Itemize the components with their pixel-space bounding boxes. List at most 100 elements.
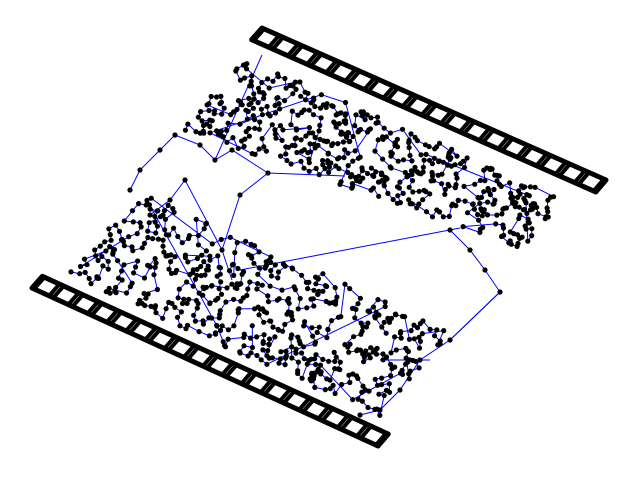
- graph-node: [380, 156, 386, 162]
- graph-node: [134, 231, 140, 237]
- graph-node: [172, 254, 178, 260]
- graph-node: [248, 335, 254, 341]
- graph-node: [194, 255, 200, 262]
- top-strip-cell: [250, 26, 283, 50]
- graph-node: [272, 131, 278, 137]
- graph-node: [272, 334, 278, 340]
- graph-node: [421, 157, 427, 163]
- graph-node: [460, 224, 466, 230]
- graph-node: [392, 364, 398, 370]
- graph-node: [524, 210, 530, 216]
- graph-node: [199, 118, 205, 124]
- graph-node: [261, 144, 267, 150]
- graph-node: [235, 265, 241, 272]
- graph-node: [264, 103, 270, 110]
- graph-node: [387, 389, 393, 395]
- graph-node: [324, 335, 330, 341]
- graph-node: [160, 243, 166, 249]
- graph-node: [268, 254, 274, 260]
- top-strip-cell: [288, 43, 321, 67]
- graph-node: [407, 368, 413, 374]
- graph-node: [454, 153, 460, 159]
- graph-node: [208, 93, 214, 100]
- graph-node: [427, 326, 433, 332]
- graph-node: [256, 146, 262, 152]
- graph-node: [317, 136, 323, 142]
- graph-node: [272, 262, 278, 268]
- graph-node: [289, 313, 295, 319]
- graph-node: [482, 267, 488, 273]
- graph-node: [255, 100, 261, 106]
- graph-node: [452, 162, 458, 168]
- graph-node: [270, 78, 276, 84]
- graph-node: [237, 121, 243, 127]
- graph-node: [341, 155, 347, 161]
- graph-node: [268, 268, 274, 274]
- graph-node: [312, 339, 319, 345]
- graph-node: [527, 184, 534, 190]
- bottom-strip-cell: [107, 309, 140, 334]
- graph-node: [379, 375, 385, 381]
- graph-node: [163, 253, 169, 259]
- graph-node: [429, 214, 436, 220]
- graph-node: [355, 301, 361, 307]
- graph-node: [212, 157, 218, 163]
- graph-node: [378, 170, 385, 176]
- graph-node: [507, 180, 513, 186]
- graph-node: [264, 310, 270, 316]
- graph-node: [290, 91, 296, 97]
- graph-node: [162, 216, 168, 222]
- graph-node: [312, 103, 318, 110]
- graph-node: [460, 158, 466, 164]
- graph-node: [168, 270, 175, 276]
- bottom-strip-cell: [319, 406, 352, 430]
- graph-node: [407, 201, 413, 207]
- bottom-strip-cell: [146, 327, 179, 351]
- graph-node: [185, 235, 192, 242]
- graph-node: [429, 161, 435, 167]
- bottom-strip-cell: [50, 283, 82, 308]
- graph-node: [258, 357, 264, 363]
- graph-node: [494, 178, 500, 184]
- graph-node: [435, 172, 441, 178]
- graph-node: [290, 83, 296, 89]
- graph-node: [532, 184, 538, 190]
- graph-node: [299, 350, 305, 356]
- top-strip-cell: [556, 161, 589, 186]
- graph-node: [301, 356, 307, 362]
- graph-node: [265, 76, 271, 82]
- graph-node: [167, 197, 173, 203]
- graph-node: [431, 155, 437, 161]
- graph-node: [192, 318, 198, 324]
- graph-node: [88, 281, 94, 287]
- graph-node: [535, 211, 541, 217]
- graph-node: [450, 201, 456, 207]
- graph-node: [201, 259, 207, 265]
- graph-node: [219, 111, 225, 117]
- graph-node: [252, 306, 258, 312]
- graph-node: [260, 347, 266, 353]
- bottom-strip-cell: [280, 388, 313, 413]
- graph-node: [226, 268, 233, 274]
- graph-node: [334, 294, 340, 300]
- graph-node: [161, 208, 167, 214]
- graph-node: [268, 318, 274, 324]
- graph-node: [241, 331, 247, 337]
- graph-node: [481, 189, 487, 195]
- graph-node: [261, 95, 267, 101]
- graph-node: [357, 295, 363, 301]
- graph-node: [406, 137, 412, 143]
- graph-node: [237, 349, 243, 355]
- graph-node: [306, 125, 312, 131]
- graph-node: [349, 172, 355, 178]
- graph-node: [326, 358, 332, 364]
- graph-node: [272, 127, 278, 133]
- graph-node: [416, 201, 422, 207]
- graph-node: [259, 136, 265, 142]
- graph-node: [517, 235, 523, 241]
- graph-node: [259, 79, 265, 86]
- graph-node: [289, 332, 295, 338]
- top-strip-cell: [537, 153, 569, 177]
- graph-node: [107, 244, 113, 250]
